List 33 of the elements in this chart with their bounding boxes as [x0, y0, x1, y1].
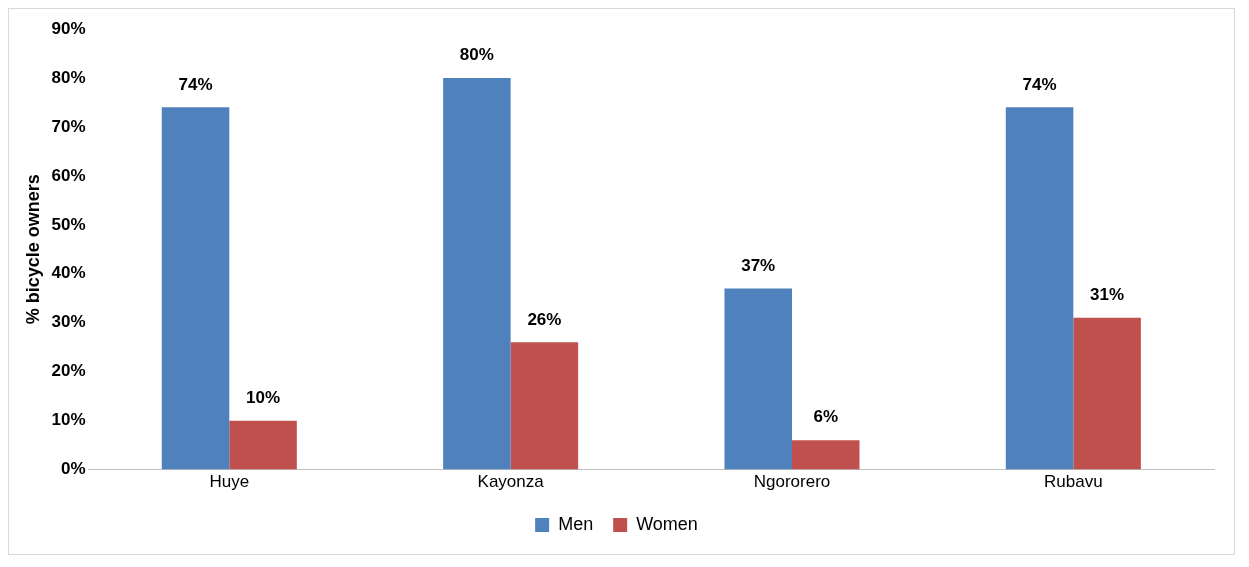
y-tick-label: 0%	[61, 459, 86, 479]
bar	[443, 77, 511, 470]
text: 6%	[813, 407, 839, 427]
y-tick-label: 10%	[51, 410, 86, 430]
text: 37%	[741, 255, 776, 275]
text: 74%	[1022, 74, 1057, 94]
y-tick-label: 60%	[51, 165, 86, 185]
y-tick-label: 50%	[51, 214, 86, 234]
y-tick-label: 40%	[51, 263, 86, 283]
bar	[161, 107, 230, 470]
bar	[791, 440, 860, 470]
y-axis-title: % bicycle owners	[22, 174, 43, 325]
bar	[1073, 317, 1141, 470]
text: 74%	[178, 74, 213, 94]
y-tick-label: 80%	[51, 67, 86, 87]
text: 26%	[527, 309, 562, 329]
x-tick-label: Ngororero	[753, 472, 831, 492]
bar	[510, 342, 579, 470]
bar	[1005, 107, 1074, 470]
x-tick-label: Kayonza	[477, 472, 545, 492]
text: 31%	[1090, 285, 1125, 305]
legend-label: Men	[558, 513, 594, 534]
text: 10%	[246, 387, 281, 407]
text: 80%	[459, 45, 494, 65]
y-tick-label: 20%	[51, 361, 86, 381]
legend-label: Women	[636, 513, 698, 534]
bar	[724, 288, 792, 470]
x-tick-label: Rubavu	[1044, 472, 1103, 492]
bar	[229, 420, 297, 470]
x-tick-label: Huye	[209, 472, 250, 492]
y-tick-label: 90%	[51, 18, 86, 38]
y-tick-label: 70%	[51, 116, 86, 136]
y-tick-label: 30%	[51, 312, 86, 332]
